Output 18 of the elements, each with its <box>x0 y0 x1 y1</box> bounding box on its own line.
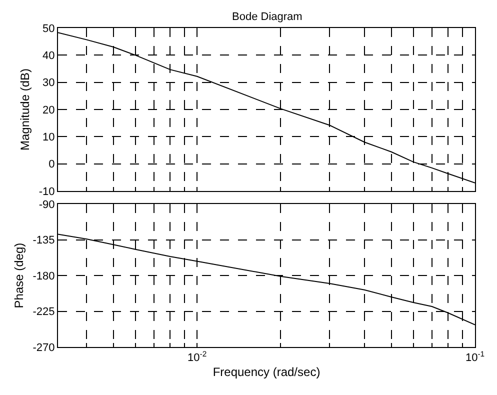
y-axis-title: Magnitude (dB) <box>18 68 32 151</box>
x-tick-label: 10$^{-1}$ <box>465 350 485 364</box>
y-tick-label: 40 <box>42 50 55 62</box>
y-tick-label: 30 <box>42 77 55 90</box>
y-tick-label: -180 <box>32 270 55 282</box>
y-tick-label: 0 <box>48 158 55 171</box>
y-axis-title: Phase (deg) <box>12 242 26 308</box>
y-tick-label: 10 <box>42 132 55 144</box>
y-tick-label: -270 <box>32 342 55 354</box>
y-tick-label: 20 <box>42 104 55 116</box>
y-tick-label: 50 <box>42 22 55 35</box>
y-tick-label: -90 <box>38 198 55 211</box>
y-tick-label: -135 <box>32 234 55 247</box>
chart-title: Bode Diagram <box>232 11 302 23</box>
x-axis-title: Frequency (rad/sec) <box>212 365 320 380</box>
y-tick-label: -225 <box>32 306 55 318</box>
y-tick-label: -10 <box>38 186 55 198</box>
x-tick-label: 10$^{-2}$ <box>188 350 207 364</box>
